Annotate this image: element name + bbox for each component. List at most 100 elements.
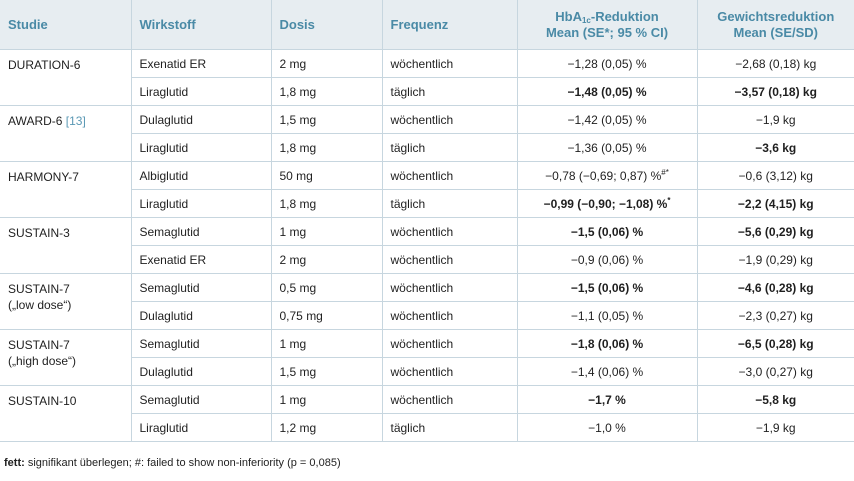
frequency-cell: täglich (381, 133, 517, 162)
glp1-comparison-table: Studie Wirkstoff Dosis Frequenz HbA1c-Re… (0, 0, 854, 442)
hba1c-reduction-cell-value: −1,48 (0,05) % (567, 84, 647, 99)
header-hba1c-prefix: HbA (555, 8, 582, 24)
weight-reduction-cell: −5,6 (0,29) kg (696, 217, 854, 246)
drug-cell: Liraglutid (130, 77, 271, 106)
frequency-cell: wöchentlich (381, 357, 517, 386)
hba1c-reduction-cell: −1,48 (0,05) % (516, 77, 697, 106)
study-name-line: („high dose“) (8, 354, 77, 368)
drug-cell: Albiglutid (130, 161, 271, 190)
study-name-line: SUSTAIN-7 (8, 338, 70, 352)
weight-reduction-cell-value: −1,9 (0,29) kg (738, 252, 813, 267)
dose-cell: 0,5 mg (270, 273, 382, 302)
weight-reduction-cell: −0,6 (3,12) kg (696, 161, 854, 190)
header-wirkstoff: Wirkstoff (130, 0, 271, 50)
table-row: Dulaglutid 0,75 mg wöchentlich −1,1 (0,05) … (0, 301, 854, 330)
study-name-line: HARMONY-7 (8, 170, 79, 184)
weight-reduction-cell-value: −3,6 kg (755, 140, 797, 155)
weight-reduction-cell: −2,2 (4,15) kg (696, 189, 854, 218)
frequency-cell-value: wöchentlich (390, 168, 454, 183)
frequency-cell: wöchentlich (381, 301, 517, 330)
weight-reduction-cell-value: −1,9 kg (755, 420, 796, 435)
dose-cell: 2 mg (270, 245, 382, 274)
weight-reduction-cell: −3,57 (0,18) kg (696, 77, 854, 106)
header-hba1c-line2: Mean (SE*; 95 % CI) (545, 24, 669, 40)
dose-cell: 1,2 mg (270, 413, 382, 442)
dose-cell-value: 2 mg (279, 252, 307, 267)
dose-cell: 1,5 mg (270, 105, 382, 134)
drug-cell: Exenatid ER (130, 245, 271, 274)
dose-cell: 0,75 mg (270, 301, 382, 330)
hba1c-reduction-cell-value: −1,0 % (588, 420, 626, 435)
weight-reduction-cell-value: −2,68 (0,18) kg (735, 56, 817, 71)
dose-cell-value: 1,8 mg (279, 140, 317, 155)
frequency-cell: wöchentlich (381, 273, 517, 302)
hba1c-reduction-cell-value: −1,36 (0,05) % (567, 140, 647, 155)
dose-cell-value: 1 mg (279, 392, 307, 407)
dose-cell-value: 1 mg (279, 336, 307, 351)
frequency-cell-value: wöchentlich (390, 252, 454, 267)
hba1c-reduction-cell-value: −0,9 (0,06) % (570, 252, 644, 267)
dose-cell: 1,8 mg (270, 189, 382, 218)
weight-reduction-cell: −1,9 kg (696, 413, 854, 442)
hba1c-reduction-cell: −1,0 % (516, 413, 697, 442)
drug-cell: Dulaglutid (130, 301, 271, 330)
dose-cell-value: 1,8 mg (279, 84, 317, 99)
drug-cell: Exenatid ER (130, 49, 271, 78)
dose-cell: 1,8 mg (270, 77, 382, 106)
table-row: Liraglutid 1,2 mg täglich −1,0 % −1,9 kg (0, 413, 854, 442)
dose-cell-value: 1,8 mg (279, 196, 317, 211)
weight-reduction-cell: −3,0 (0,27) kg (696, 357, 854, 386)
hba1c-reduction-cell: −1,42 (0,05) % (516, 105, 697, 134)
table-row: AWARD-6 [13] Dulaglutid 1,5 mg wöchentlich −… (0, 105, 854, 162)
footnote: fett: signifikant überlegen; #: failed t… (4, 457, 341, 469)
frequency-cell-value: täglich (390, 420, 426, 435)
weight-reduction-cell: −2,3 (0,27) kg (696, 301, 854, 330)
drug-cell-value: Exenatid ER (139, 56, 207, 71)
study-reference-link[interactable]: [13] (65, 114, 86, 128)
weight-reduction-cell: −4,6 (0,28) kg (696, 273, 854, 302)
hba1c-reduction-cell-value: −1,42 (0,05) % (567, 112, 647, 127)
weight-reduction-cell: −2,68 (0,18) kg (696, 49, 854, 78)
table-row: Dulaglutid 1,5 mg wöchentlich −1,4 (0,06) %… (0, 357, 854, 386)
weight-reduction-cell: −6,5 (0,28) kg (696, 329, 854, 358)
header-gewicht-line1: Gewichtsreduktion (717, 8, 835, 24)
frequency-cell: wöchentlich (381, 217, 517, 246)
frequency-cell-value: täglich (390, 140, 426, 155)
hba1c-reduction-cell: −1,7 % (516, 385, 697, 414)
drug-cell: Liraglutid (130, 133, 271, 162)
table-row: Exenatid ER 2 mg wöchentlich −0,9 (0,06) % −… (0, 245, 854, 274)
drug-cell-value: Semaglutid (139, 280, 200, 295)
dose-cell: 2 mg (270, 49, 382, 78)
dose-cell: 1 mg (270, 385, 382, 414)
hba1c-reduction-cell: −0,9 (0,06) % (516, 245, 697, 274)
header-hba1c-sub: 1c (581, 15, 591, 25)
frequency-cell: täglich (381, 189, 517, 218)
study-name-line: („low dose“) (8, 298, 72, 312)
frequency-cell: wöchentlich (381, 49, 517, 78)
drug-cell-value: Dulaglutid (139, 308, 193, 323)
dose-cell-value: 50 mg (279, 168, 313, 183)
study-name-cell: SUSTAIN-3 (0, 217, 131, 274)
study-name-cell: SUSTAIN-10 (0, 385, 131, 442)
table-row: SUSTAIN-7 („high dose“) Semaglutid 1 mg wöch… (0, 329, 854, 386)
dose-cell-value: 0,5 mg (279, 280, 317, 295)
footnote-text: signifikant überlegen; #: failed to show… (24, 457, 341, 469)
study-name-cell: HARMONY-7 (0, 161, 131, 218)
weight-reduction-cell-value: −5,8 kg (755, 392, 797, 407)
weight-reduction-cell-value: −0,6 (3,12) kg (738, 168, 813, 183)
frequency-cell-value: wöchentlich (390, 336, 454, 351)
dose-cell-value: 0,75 mg (279, 308, 323, 323)
drug-cell-value: Semaglutid (139, 336, 200, 351)
hba1c-footnote-marker: * (667, 195, 671, 205)
header-hba1c-suffix: -Reduktion (590, 8, 659, 24)
header-row: Studie Wirkstoff Dosis Frequenz HbA1c-Re… (0, 0, 854, 50)
study-name-cell: SUSTAIN-7 („low dose“) (0, 273, 131, 330)
drug-cell: Semaglutid (130, 217, 271, 246)
drug-cell: Liraglutid (130, 189, 271, 218)
hba1c-reduction-cell: −1,5 (0,06) % (516, 217, 697, 246)
hba1c-footnote-marker: #* (661, 167, 669, 177)
drug-cell-value: Liraglutid (139, 420, 189, 435)
dose-cell-value: 1,2 mg (279, 420, 317, 435)
frequency-cell-value: wöchentlich (390, 364, 454, 379)
